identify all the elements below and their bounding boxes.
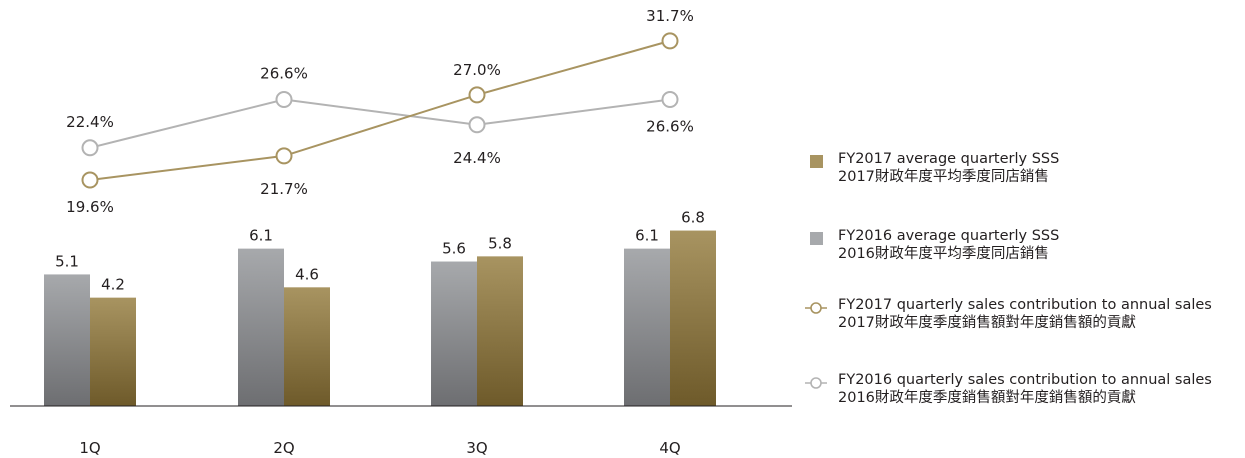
x-tick-label-3q: 3Q [466,439,487,457]
legend-label-fy2016-sss-en: FY2016 average quarterly SSS [838,228,1060,244]
x-tick-label-4q: 4Q [659,439,680,457]
legend-label-fy2017-contribution-zh: 2017財政年度季度銷售額對年度銷售額的貢獻 [838,315,1136,331]
bar-fy2017-sss-1q [90,297,136,406]
legend-swatch-fy2016-contribution [805,377,827,389]
bar-label-fy2016-4q: 6.1 [635,227,659,245]
line-fy2017-contribution [89,39,671,181]
legend-swatch-fy2017-contribution [805,302,827,314]
point-label-fy2017-1q: 19.6% [66,198,114,216]
legend-swatch-fy2017-sss [809,155,823,168]
point-label-fy2016-1q: 22.4% [66,113,114,131]
point-label-fy2016-2q: 26.6% [260,65,308,83]
legend-label-fy2017-sss-zh: 2017財政年度平均季度同店銷售 [838,169,1049,185]
legend-item-fy2017-contribution: FY2017 quarterly sales contribution to a… [805,296,1212,332]
point-fy2016-4q [661,91,679,108]
point-fy2017-4q [661,32,679,50]
bar-fy2016-sss-3q [431,261,477,406]
point-fy2016-2q [275,91,293,108]
legend-label-fy2017-sss-en: FY2017 average quarterly SSS [838,151,1060,167]
legend-label-fy2016-sss-zh: 2016財政年度平均季度同店銷售 [838,246,1049,262]
x-tick-label-1q: 1Q [79,439,100,457]
bar-fy2017-sss-4q [670,230,716,406]
point-label-fy2017-3q: 27.0% [453,61,501,79]
bar-label-fy2017-3q: 5.8 [488,234,512,252]
point-label-fy2016-3q: 24.4% [453,149,501,167]
bar-label-fy2016-2q: 6.1 [249,227,273,245]
point-label-fy2017-2q: 21.7% [260,180,308,198]
bar-label-fy2017-2q: 4.6 [295,265,319,283]
bar-fy2017-sss-2q [284,287,330,406]
bar-fy2016-sss-2q [238,248,284,406]
line-fy2016-contribution [89,98,671,149]
bar-label-fy2016-3q: 5.6 [442,240,466,258]
bar-fy2016-sss-1q [44,274,90,406]
point-fy2017-3q [468,86,486,104]
point-fy2016-3q [468,116,486,134]
legend-swatch-fy2016-sss [809,232,823,245]
point-fy2017-2q [275,147,293,165]
legend-label-fy2017-contribution-en: FY2017 quarterly sales contribution to a… [838,297,1212,313]
legend-item-fy2017-sss: FY2017 average quarterly SSS 2017財政年度平均季… [805,150,1059,186]
bar-label-fy2017-1q: 4.2 [101,276,125,294]
legend-item-fy2016-contribution: FY2016 quarterly sales contribution to a… [805,371,1212,407]
legend-label-fy2016-contribution-en: FY2016 quarterly sales contribution to a… [838,372,1212,388]
point-label-fy2017-4q: 31.7% [646,7,694,25]
legend-label-fy2016-contribution-zh: 2016財政年度季度銷售額對年度銷售額的貢獻 [838,390,1136,406]
chart-plot-area: 5.1 4.2 6.1 4.6 5.6 5.8 6.1 6.8 22.4% 26.6% 24.4%… [10,7,792,457]
bar-fy2016-sss-4q [624,248,670,406]
x-tick-label-2q: 2Q [273,439,294,457]
legend-item-fy2016-sss: FY2016 average quarterly SSS 2016財政年度平均季… [805,227,1059,263]
point-label-fy2016-4q: 26.6% [646,118,694,136]
bar-label-fy2017-4q: 6.8 [681,209,705,227]
bar-label-fy2016-1q: 5.1 [55,252,79,270]
point-fy2017-1q [81,171,99,189]
point-fy2016-1q [81,139,99,157]
bar-fy2017-sss-3q [477,256,523,406]
